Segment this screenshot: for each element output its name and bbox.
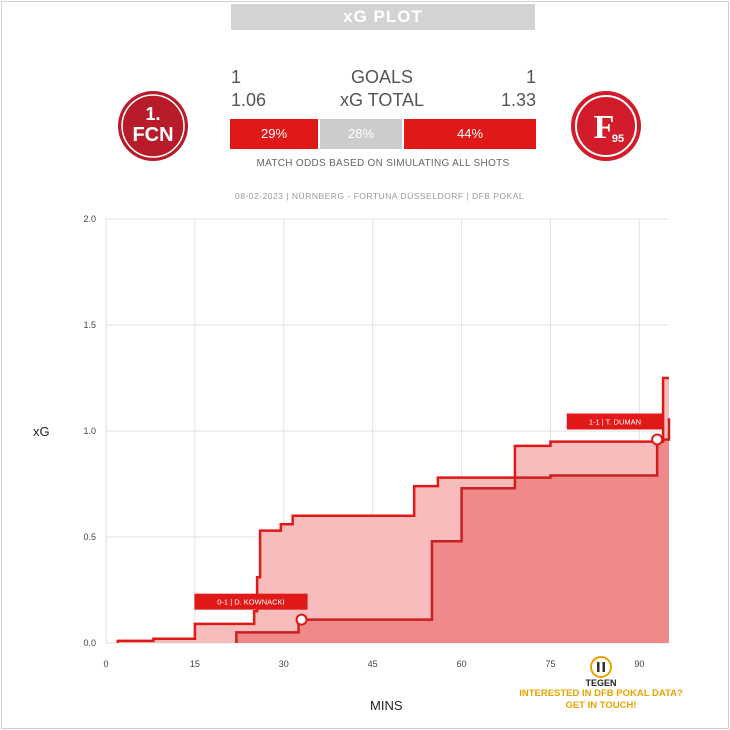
- y-tick-label: 0.5: [83, 532, 96, 542]
- brand-cta-line1: INTERESTED IN DFB POKAL DATA?: [519, 688, 683, 699]
- y-tick-label: 0.0: [83, 638, 96, 648]
- svg-text:F: F: [594, 109, 615, 146]
- goal-label: 1-1 | T. DUMAN: [589, 417, 641, 426]
- xg-total-label: xG TOTAL: [339, 90, 425, 110]
- brand-block: TEGEN INTERESTED IN DFB POKAL DATA? GET …: [516, 656, 686, 712]
- goal-marker: [295, 613, 308, 626]
- home-xg-total: 1.06: [231, 90, 267, 110]
- svg-text:1.: 1.: [145, 104, 160, 124]
- y-tick-label: 1.0: [83, 426, 96, 436]
- brand-name: TEGEN: [585, 678, 617, 688]
- y-tick-label: 2.0: [83, 214, 96, 224]
- x-tick-label: 90: [634, 659, 644, 669]
- away-win-odds: 44%: [404, 119, 536, 149]
- away-team-logo: F 95: [571, 91, 641, 161]
- x-tick-label: 75: [545, 659, 555, 669]
- away-goals: 1: [525, 67, 536, 87]
- home-win-odds: 29%: [230, 119, 318, 149]
- x-tick-label: 15: [190, 659, 200, 669]
- away-xg-total: 1.33: [500, 90, 536, 110]
- draw-odds: 28%: [320, 119, 402, 149]
- x-tick-label: 60: [457, 659, 467, 669]
- goal-marker: [651, 433, 664, 446]
- goal-label-box: [566, 413, 664, 430]
- x-tick-label: 0: [103, 659, 108, 669]
- home-team-logo: 1. FCN: [118, 91, 188, 161]
- odds-caption: MATCH ODDS BASED ON SIMULATING ALL SHOTS: [256, 158, 510, 169]
- x-tick-label: 30: [279, 659, 289, 669]
- brand-cta-line2: GET IN TOUCH!: [565, 700, 637, 711]
- brand-logo-icon: [590, 656, 612, 678]
- plot-title: xG PLOT: [231, 4, 535, 30]
- x-axis-title: MINS: [370, 698, 403, 713]
- home-goals: 1: [231, 67, 242, 87]
- svg-text:FCN: FCN: [132, 124, 173, 146]
- svg-text:95: 95: [612, 133, 624, 145]
- match-info: 08-02-2023 | NÜRNBERG - FORTUNA DÜSSELDO…: [235, 191, 525, 201]
- goal-label-box: [194, 593, 308, 610]
- y-tick-label: 1.5: [83, 320, 96, 330]
- y-axis-title: xG: [33, 424, 50, 439]
- away-xg-line: [116, 376, 669, 643]
- goals-label: GOALS: [350, 67, 414, 87]
- goal-label: 0-1 | D. KOWNACKI: [217, 598, 284, 607]
- x-tick-label: 45: [368, 659, 378, 669]
- home-xg-area: [236, 418, 669, 643]
